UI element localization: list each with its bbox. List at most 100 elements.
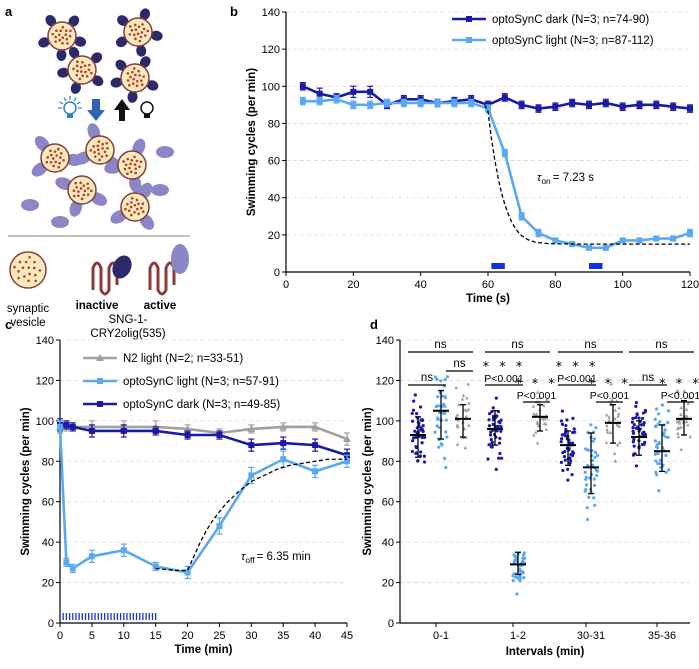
data-point [435, 377, 439, 381]
neurotransmitter-dot [28, 272, 31, 276]
data-point [679, 425, 683, 429]
vesicle-membrane [67, 55, 97, 85]
significance-label: ns [421, 372, 433, 384]
neurotransmitter-dot [78, 77, 82, 81]
data-point [632, 423, 636, 427]
neurotransmitter-dot [57, 147, 60, 151]
data-point [400, 100, 407, 106]
data-point [413, 393, 417, 397]
data-point [634, 464, 639, 468]
data-point [573, 430, 577, 434]
data-point [593, 455, 597, 459]
data-point [498, 436, 502, 440]
neurotransmitter-dot [49, 149, 52, 153]
arrow-up-icon [114, 99, 130, 121]
significance-2-lower-left: * * *P<0.001 [556, 360, 597, 386]
neurotransmitter-dot [133, 210, 136, 214]
neurotransmitter-dot [61, 36, 65, 39]
data-point [590, 463, 595, 467]
neurotransmitter-dot [49, 160, 53, 164]
x-tick-label: 80 [549, 279, 561, 291]
data-point [631, 431, 636, 435]
data-point [443, 411, 447, 415]
data-point [570, 453, 575, 458]
neurotransmitter-dot [38, 269, 42, 272]
neurotransmitter-dot [69, 29, 72, 33]
y-tick-label: 40 [268, 193, 280, 205]
data-point [69, 565, 76, 572]
bulb-base [67, 114, 73, 118]
data-point [591, 439, 595, 443]
x-tick-label: 45 [341, 630, 353, 642]
data-point [664, 470, 668, 475]
data-point [498, 421, 502, 425]
cry2-protein [90, 52, 103, 64]
data-point [570, 441, 575, 445]
neurotransmitter-dot [34, 279, 38, 283]
data-point [586, 448, 590, 452]
x-tick-label: 15 [150, 630, 162, 642]
data-point [608, 430, 613, 435]
y-tick-label: 80 [268, 118, 280, 130]
light-stimulus-bar [589, 263, 603, 269]
data-point [420, 441, 424, 445]
neurotransmitter-dot [46, 156, 50, 159]
cry2-protein [68, 15, 80, 27]
data-point [615, 422, 619, 427]
vesicle-membrane [123, 17, 153, 47]
neurotransmitter-dot [89, 149, 93, 152]
data-point [654, 470, 658, 474]
data-point [422, 454, 426, 458]
neurotransmitter-dot [79, 187, 83, 190]
data-point [566, 478, 570, 482]
data-point [454, 414, 459, 419]
data-point [485, 105, 491, 112]
data-point [634, 404, 638, 409]
scatter-light-1 [510, 551, 527, 596]
significance-stars: * * * [515, 377, 558, 392]
neurotransmitter-dot [79, 65, 83, 69]
data-point [184, 432, 191, 439]
construct-label: SNG-1- CRY2olig(535) [90, 314, 165, 340]
neurotransmitter-dot [52, 164, 55, 168]
data-point [572, 427, 576, 431]
vesicle-8 [55, 175, 108, 217]
x-tick-label: 1-2 [510, 630, 526, 642]
neurotransmitter-dot [90, 71, 93, 75]
data-point [657, 440, 661, 445]
data-point [604, 440, 609, 445]
data-point [634, 426, 638, 430]
data-point [552, 237, 559, 244]
neurotransmitter-dot [100, 155, 104, 158]
data-point [552, 103, 559, 110]
y-axis-title: Swimming cycles (per min) [362, 407, 374, 555]
neurotransmitter-dot [133, 163, 137, 166]
data-point [544, 427, 549, 431]
neurotransmitter-dot [126, 72, 130, 75]
data-point [499, 418, 503, 422]
tau-label: τoff = 6.35 min [241, 551, 311, 565]
data-point [612, 451, 617, 455]
neurotransmitter-dot [65, 37, 69, 41]
neurotransmitter-dot [75, 73, 79, 77]
neurotransmitter-dot [61, 41, 64, 45]
y-tick-label: 140 [36, 335, 54, 347]
data-point [570, 472, 574, 477]
neurotransmitter-dot [124, 163, 128, 167]
panel-letter-c: c [5, 317, 12, 332]
data-point [559, 440, 563, 444]
data-point [494, 396, 498, 400]
data-point [569, 100, 576, 106]
neurotransmitter-dot [134, 28, 138, 32]
legend-label: optoSynC dark (N=3; n=74-90) [492, 14, 649, 26]
data-point [522, 551, 526, 555]
data-point [592, 483, 597, 488]
data-point [586, 101, 592, 108]
x-tick-label: 5 [89, 630, 95, 642]
data-point [571, 450, 575, 454]
neurotransmitter-dot [50, 153, 53, 157]
cry2-protein [68, 46, 80, 59]
data-point [545, 397, 549, 401]
data-point [343, 435, 351, 443]
x-tick-label: 120 [681, 279, 699, 291]
